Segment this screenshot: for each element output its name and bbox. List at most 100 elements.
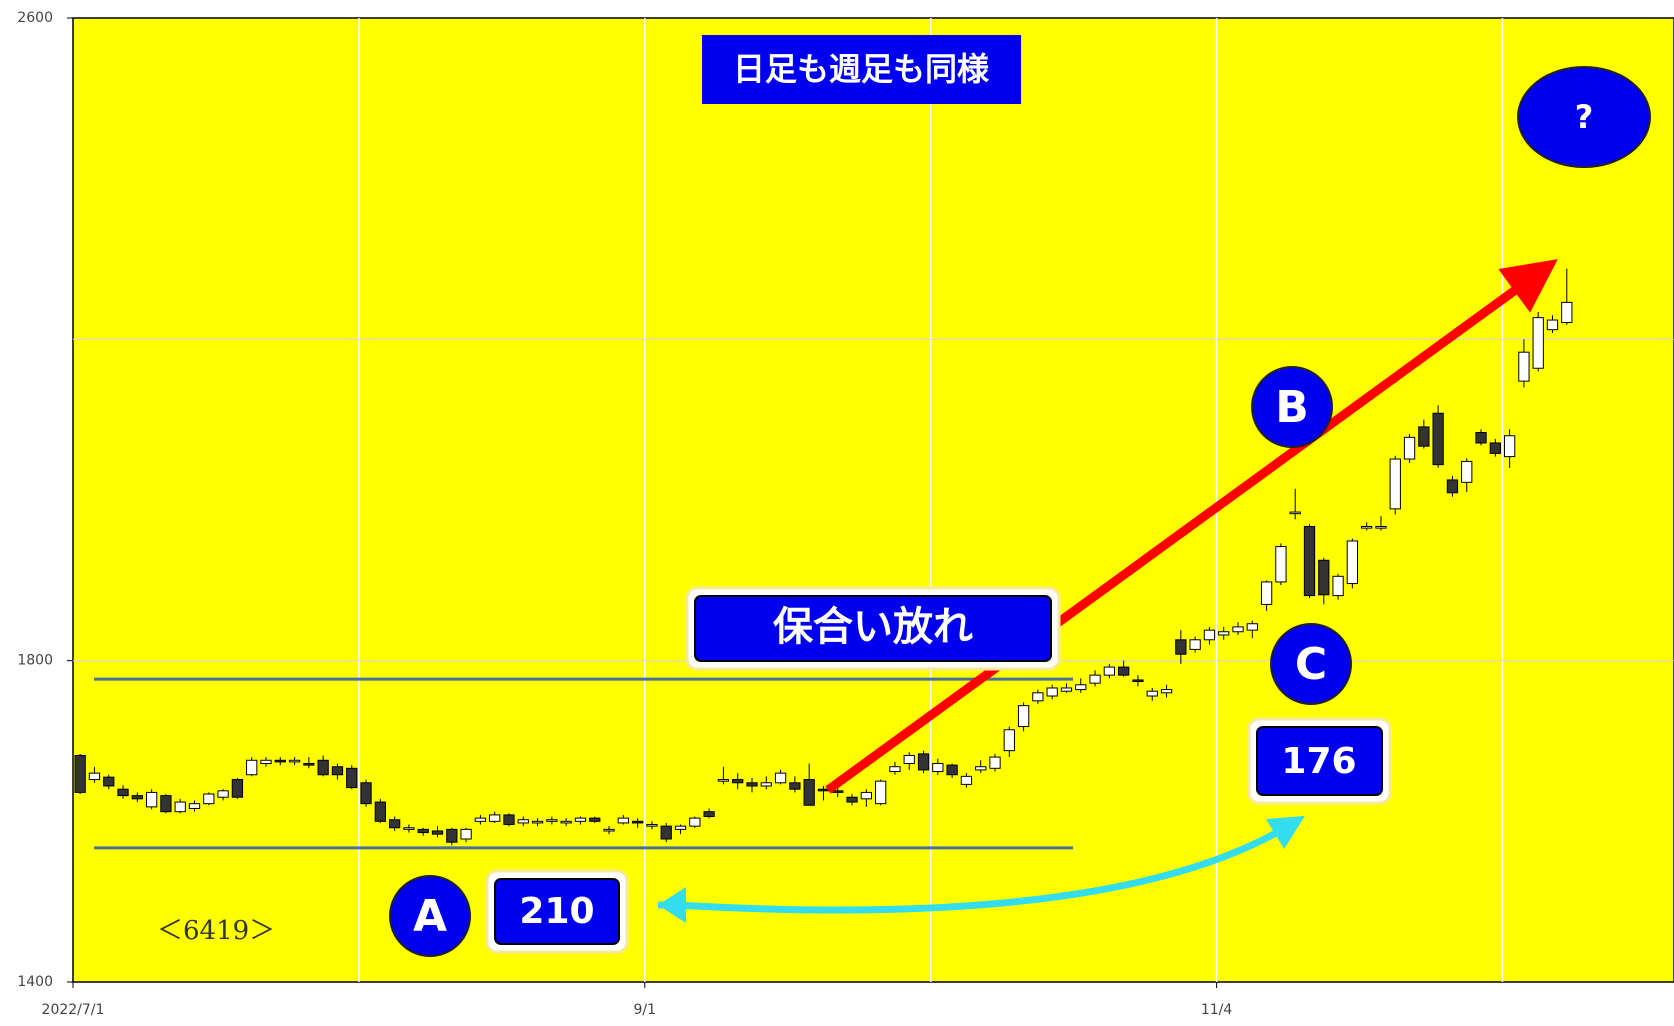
label-circle: [1270, 623, 1352, 705]
candle-body: [946, 764, 958, 776]
candle-body: [1246, 623, 1258, 631]
candle-body: [88, 772, 101, 781]
plot-area: [72, 17, 1674, 983]
candle-body: [803, 779, 815, 806]
question-text: ?: [1575, 98, 1594, 136]
candle-body: [546, 819, 558, 822]
candle-body: [1003, 729, 1015, 752]
candle-body: [1046, 687, 1058, 697]
candle-body: [717, 779, 730, 782]
candle-body: [1160, 689, 1173, 694]
breakout-text: 保合い放れ: [773, 604, 973, 650]
x-tick-label: 9/1: [634, 1002, 657, 1018]
candle-body: [203, 793, 215, 805]
candle-body: [989, 756, 1001, 769]
label-circle: [1251, 366, 1333, 448]
candle-body: [574, 817, 587, 822]
candle-body: [1375, 526, 1387, 529]
candle-body: [603, 828, 615, 832]
candle-body: [288, 759, 301, 763]
candle-body: [1075, 684, 1087, 691]
candle-body: [689, 817, 701, 827]
candle-body: [631, 820, 644, 824]
question-bubble: [1517, 66, 1651, 168]
candle-body: [1518, 351, 1530, 382]
candle-body: [646, 824, 658, 827]
title-box: [702, 35, 1021, 104]
candle-body: [117, 788, 129, 797]
candle-body: [932, 762, 944, 773]
candle-body: [474, 817, 487, 822]
candle-body: [1432, 412, 1444, 466]
candle-body: [746, 782, 758, 787]
candle-body: [1260, 581, 1273, 605]
candle-body: [875, 780, 887, 805]
trend-arrow: [825, 259, 1558, 794]
candle-body: [489, 814, 501, 822]
candle-body: [660, 825, 672, 840]
candle-body: [160, 795, 172, 813]
candle-body: [1303, 526, 1316, 597]
candle-body: [1318, 559, 1330, 596]
candle-body: [817, 788, 830, 792]
candle-body: [889, 766, 901, 773]
x-tick-label: 2022/7/1: [42, 1002, 105, 1018]
candle-body: [917, 753, 930, 771]
candle-body: [1089, 674, 1101, 684]
candle-body: [860, 791, 872, 800]
candle-body: [403, 827, 415, 830]
candle-body: [374, 801, 386, 822]
c-value: 176: [1281, 741, 1356, 782]
stock-code: ＜6419＞: [157, 916, 275, 946]
label-circle: [389, 875, 471, 957]
candle-body: [1475, 432, 1487, 444]
breakout-box: [694, 595, 1052, 662]
candles: [74, 268, 1573, 850]
candle-body: [103, 776, 115, 787]
candle-body: [760, 782, 772, 787]
candle-body: [74, 754, 86, 793]
candle-body: [1218, 631, 1230, 636]
candle-body: [1332, 575, 1344, 597]
candle-body: [1532, 317, 1544, 369]
value-box: [1256, 726, 1383, 796]
candle-body: [517, 819, 529, 824]
candle-body: [360, 782, 372, 805]
candle-body: [431, 830, 444, 835]
candle-body: [774, 772, 787, 784]
candle-body: [260, 759, 272, 764]
candle-body: [1361, 526, 1373, 529]
candle-body: [503, 814, 515, 826]
candle-body: [1546, 319, 1559, 331]
candle-body: [1232, 626, 1244, 633]
candle-body: [703, 811, 715, 818]
candle-body: [732, 779, 744, 784]
candle-body: [1275, 546, 1287, 583]
candle-body: [1346, 540, 1359, 585]
candle-body: [1189, 639, 1201, 650]
candle-body: [317, 759, 329, 776]
candle-body: [460, 828, 472, 840]
y-tick-label: 2600: [17, 10, 53, 26]
candle-body: [446, 828, 458, 843]
candle-body: [903, 754, 915, 764]
candle-body: [1175, 639, 1187, 655]
candle-body: [246, 759, 258, 776]
label-b: B: [1275, 382, 1309, 433]
span-arrow: [658, 887, 686, 923]
candle-body: [346, 767, 358, 789]
candle-body: [1103, 666, 1116, 676]
candle-body: [960, 775, 973, 785]
candle-body: [1289, 511, 1301, 515]
candle-body: [617, 817, 629, 824]
candle-body: [560, 820, 572, 824]
candle-body: [217, 790, 229, 798]
candle-body: [174, 801, 186, 813]
candle-body: [303, 762, 315, 766]
candle-body: [331, 766, 344, 776]
candle-body: [1461, 460, 1473, 483]
candle-body: [1403, 436, 1416, 460]
title: 日足も週足も同様: [733, 50, 990, 88]
